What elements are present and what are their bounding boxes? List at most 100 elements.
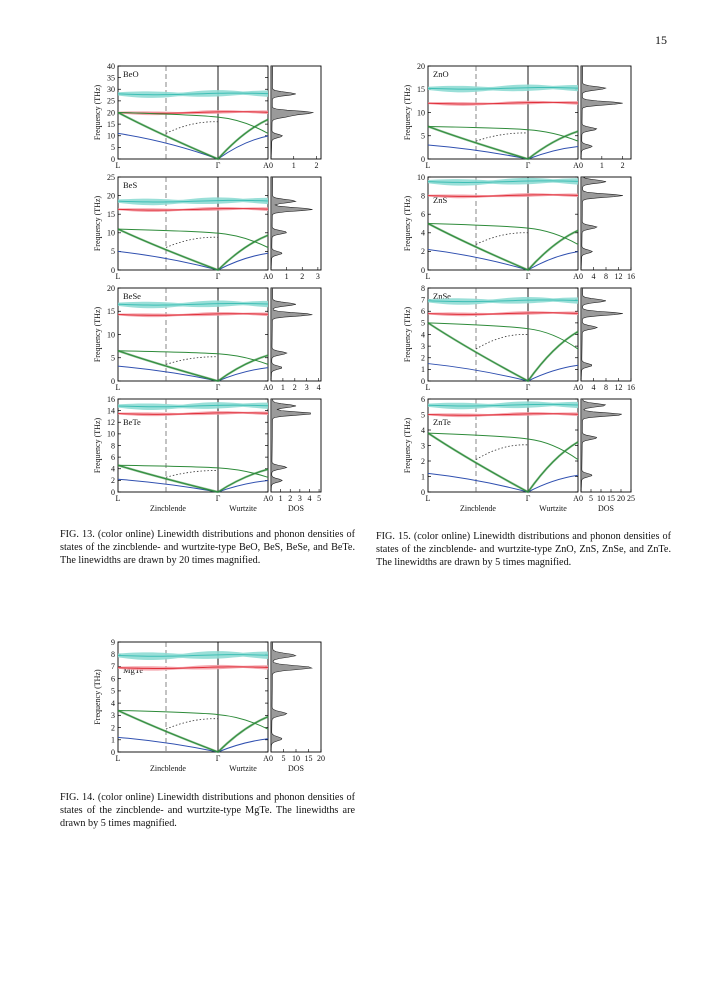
y-tick-label: 15 — [107, 120, 115, 129]
y-tick-label: 2 — [111, 476, 115, 485]
dos-tick-label: 1 — [292, 161, 296, 170]
dos-tick-label: 5 — [282, 754, 286, 763]
y-tick-label: 4 — [111, 465, 115, 474]
dos-profile — [270, 65, 314, 160]
panel-bes: 0 5 10 15 20 25 Frequency (THz) BeS 0 1 2 3 L Γ A — [93, 173, 322, 281]
y-tick-label: 3 — [421, 441, 425, 450]
acoustic-la2-branch — [427, 322, 579, 350]
optical-to-branch — [427, 180, 579, 183]
dos-tick-label: 1 — [285, 272, 289, 281]
y-tick-label: 30 — [107, 85, 115, 94]
y-axis-label: Frequency (THz) — [403, 418, 412, 474]
y-tick-label: 1 — [421, 472, 425, 481]
optical-to-branch — [427, 403, 579, 407]
x-label-A: A — [263, 272, 269, 281]
dos-frame — [270, 176, 322, 271]
y-axis-label: Frequency (THz) — [403, 307, 412, 363]
material-label: BeO — [123, 69, 139, 79]
dos-profile — [270, 398, 311, 493]
x-section-wurtzite: Wurtzite — [229, 504, 257, 512]
folded-branch — [475, 444, 529, 460]
page-number: 15 — [655, 33, 667, 47]
x-label-A: A — [263, 494, 269, 503]
y-tick-label: 6 — [421, 307, 425, 316]
x-section-zincblende: Zincblende — [150, 504, 186, 512]
dos-tick-label: 3 — [305, 383, 309, 392]
y-tick-label: 10 — [417, 108, 425, 117]
y-tick-label: 5 — [111, 687, 115, 696]
acoustic-la2-branch — [117, 112, 269, 134]
dos-tick-label: 0 — [269, 272, 273, 281]
x-label-gamma: Γ — [216, 494, 221, 503]
acoustic-la-branch — [117, 464, 269, 493]
optical-to-branch — [117, 199, 269, 203]
y-tick-label: 35 — [107, 73, 115, 82]
dos-tick-label: 4 — [317, 383, 321, 392]
x-label-gamma: Γ — [216, 272, 221, 281]
dos-tick-label: 0 — [269, 754, 273, 763]
y-tick-label: 4 — [421, 426, 425, 435]
y-tick-label: 10 — [417, 173, 425, 182]
y-axis-label: Frequency (THz) — [403, 85, 412, 141]
dos-profile — [580, 398, 622, 493]
acoustic-la2-branch — [427, 432, 579, 461]
material-label: ZnS — [433, 195, 447, 205]
acoustic-la-branch — [427, 125, 579, 160]
y-tick-label: 2 — [421, 457, 425, 466]
y-tick-label: 20 — [107, 284, 115, 293]
y-tick-label: 6 — [111, 453, 115, 462]
dos-tick-label: 8 — [604, 383, 608, 392]
y-tick-label: 8 — [421, 284, 425, 293]
material-label: BeSe — [123, 291, 141, 301]
dos-tick-label: 1 — [281, 383, 285, 392]
x-label-L: L — [116, 161, 121, 170]
y-tick-label: 3 — [421, 342, 425, 351]
y-tick-label: 0 — [421, 488, 425, 497]
optical-lo-branch — [427, 101, 579, 105]
y-tick-label: 4 — [111, 699, 115, 708]
y-tick-label: 5 — [111, 143, 115, 152]
optical-lo-branch — [117, 412, 269, 415]
x-label-L: L — [426, 383, 431, 392]
material-label: BeS — [123, 180, 137, 190]
y-tick-label: 10 — [107, 229, 115, 238]
dispersion-frame — [117, 641, 269, 753]
y-axis-label: Frequency (THz) — [403, 196, 412, 252]
x-label-L: L — [426, 272, 431, 281]
x-label-gamma: Γ — [526, 494, 531, 503]
x-label-L: L — [426, 494, 431, 503]
x-section-zincblende: Zincblende — [150, 764, 186, 773]
y-tick-label: 15 — [107, 210, 115, 219]
optical-to-branch — [117, 92, 269, 96]
x-label-A: A — [573, 272, 579, 281]
panel-zno: 0 5 10 15 20 Frequency (THz) ZnO 0 1 2 L Γ A — [403, 62, 632, 170]
x-label-A: A — [263, 754, 269, 763]
x-label-L: L — [116, 494, 121, 503]
dos-tick-label: 5 — [317, 494, 321, 503]
material-label: BeTe — [123, 417, 141, 427]
dos-tick-label: 3 — [298, 494, 302, 503]
y-tick-label: 0 — [421, 266, 425, 275]
x-section-dos: DOS — [598, 504, 614, 512]
x-label-A: A — [263, 383, 269, 392]
dos-profile — [270, 176, 313, 271]
y-tick-label: 25 — [107, 173, 115, 182]
acoustic-la-branch — [117, 350, 269, 382]
acoustic-la2-branch — [117, 709, 269, 730]
dos-profile — [580, 287, 623, 382]
dos-tick-label: 1 — [279, 494, 283, 503]
y-tick-label: 4 — [421, 330, 425, 339]
y-tick-label: 6 — [421, 395, 425, 404]
acoustic-la2-branch — [117, 228, 269, 248]
y-tick-label: 8 — [421, 191, 425, 200]
y-tick-label: 5 — [111, 247, 115, 256]
x-section-zincblende: Zincblende — [460, 504, 496, 512]
acoustic-la-linewidth — [117, 709, 269, 754]
dos-tick-label: 20 — [617, 494, 625, 503]
dispersion-frame — [427, 65, 579, 160]
dos-tick-label: 4 — [592, 383, 596, 392]
